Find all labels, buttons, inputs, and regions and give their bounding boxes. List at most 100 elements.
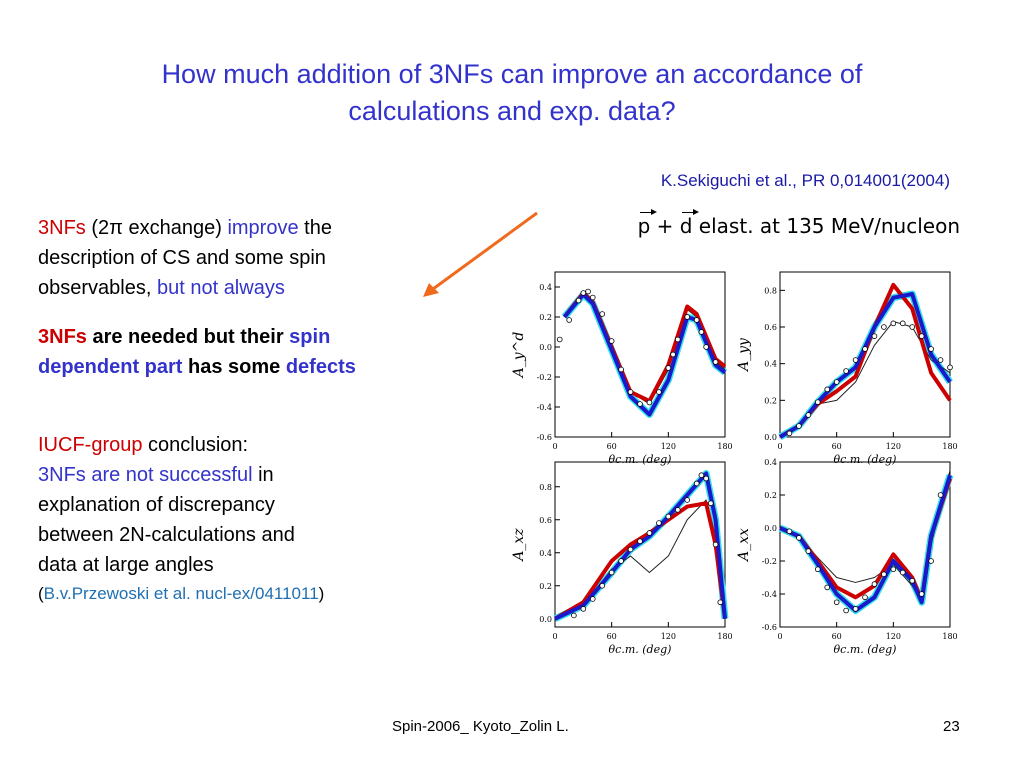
data-point	[947, 364, 953, 371]
data-point	[814, 566, 821, 573]
cyan-band	[553, 470, 729, 622]
y-tick-label: -0.4	[762, 590, 777, 599]
page-number: 23	[943, 718, 960, 735]
y-tick-label: 0.4	[539, 549, 552, 558]
x-tick-label: 60	[832, 632, 842, 641]
y-tick-label: 0.2	[764, 396, 777, 405]
data-point	[937, 357, 944, 363]
x-tick-label: 120	[661, 442, 676, 451]
data-point	[608, 569, 615, 576]
series-line-2n-calc	[564, 292, 726, 405]
x-tick-label: 60	[832, 442, 842, 451]
data-point	[608, 338, 615, 344]
x-tick-label: 0	[552, 442, 557, 451]
y-tick-label: 0.6	[539, 516, 552, 525]
y-tick-label: -0.6	[762, 623, 777, 632]
data-point	[684, 497, 691, 503]
data-point	[656, 389, 662, 395]
series-line-2n-3nf-coul	[554, 471, 727, 621]
x-tick-label: 180	[942, 442, 957, 451]
y-tick-label: -0.2	[762, 557, 777, 566]
x-tick-label: 60	[607, 442, 617, 451]
y-tick-label: 0.4	[764, 360, 777, 369]
data-point	[674, 507, 681, 513]
data-point	[637, 538, 643, 545]
x-tick-label: 0	[552, 632, 557, 641]
x-axis-label: θc.m. (deg)	[609, 453, 672, 466]
data-point	[665, 513, 672, 520]
data-point	[918, 591, 925, 597]
x-axis-label: θc.m. (deg)	[834, 453, 897, 466]
y-tick-label: -0.2	[537, 373, 552, 382]
data-point	[805, 548, 812, 554]
series-line-2n-3nf-coul	[778, 292, 952, 439]
data-point	[637, 401, 643, 407]
data-point	[708, 500, 714, 507]
data-point	[852, 357, 859, 363]
reaction-rest: elast. at 135 MeV/nucleon	[692, 214, 960, 238]
data-point	[580, 290, 587, 296]
data-point	[833, 599, 840, 606]
data-point	[674, 336, 681, 343]
y-tick-label: 0.2	[539, 582, 552, 591]
data-point	[599, 582, 606, 589]
reaction-plus: +	[650, 214, 680, 238]
reference-citation: K.Sekiguchi et al., PR 0,014001(2004)	[660, 171, 950, 190]
data-point	[796, 535, 802, 541]
x-tick-label: 0	[777, 632, 782, 641]
x-tick-label: 0	[777, 442, 782, 451]
przewoski-reference: B.v.Przewoski et al. nucl-ex/0411011	[43, 584, 319, 603]
series-line-2n-3nf	[562, 291, 727, 403]
data-point	[843, 368, 849, 374]
y-tick-label: 0.0	[539, 343, 552, 352]
x-tick-label: 180	[942, 632, 957, 641]
data-point	[871, 333, 878, 339]
data-point	[698, 329, 705, 335]
bullet-3nf-needed: 3NFs are needed but their spin dependent…	[38, 326, 356, 378]
x-tick-label: 60	[607, 632, 617, 641]
y-tick-label: -0.6	[537, 433, 552, 442]
data-point	[890, 566, 897, 573]
data-point	[909, 324, 916, 330]
data-point	[571, 612, 577, 619]
title-line-2: calculations and exp. data?	[348, 96, 676, 126]
x-tick-label: 180	[717, 632, 732, 641]
y-tick-label: 0.2	[539, 313, 552, 322]
y-tick-label: 0.2	[764, 491, 777, 500]
title-line-1: How much addition of 3NFs can improve an…	[161, 59, 863, 89]
data-point	[805, 412, 812, 418]
bullet-iucf-conclusion: IUCF-group conclusion: 3NFs are not succ…	[38, 434, 325, 603]
data-point	[693, 480, 700, 487]
data-point	[703, 475, 709, 482]
data-point	[786, 528, 793, 535]
data-point	[881, 324, 887, 330]
data-point	[693, 317, 700, 323]
data-point	[899, 320, 906, 327]
data-point	[824, 386, 831, 393]
data-point	[599, 311, 606, 317]
y-tick-label: 0.0	[764, 524, 777, 533]
data-point	[928, 558, 934, 564]
y-axis-label: A_y^d	[511, 332, 527, 380]
data-point	[585, 288, 591, 295]
data-point	[589, 294, 596, 301]
y-tick-label: 0.6	[764, 323, 777, 332]
data-point	[684, 314, 691, 320]
deuteron-vector: d	[679, 209, 700, 238]
data-point	[871, 581, 878, 587]
x-tick-label: 120	[661, 632, 676, 641]
data-point	[670, 351, 676, 358]
data-point	[656, 520, 662, 526]
data-point	[618, 366, 624, 373]
asymmetry-plots: 0 60 120 180 0.4 0.2 0.0 -0.2 -0.4 -0.6 θc.m. (deg…	[511, 271, 958, 656]
data-point	[646, 399, 653, 406]
data-point	[862, 594, 868, 601]
data-point	[814, 399, 821, 405]
series-line-2n-3nf	[553, 501, 727, 621]
orange-arrow	[423, 211, 538, 297]
data-point	[881, 571, 887, 578]
y-tick-label: 0.0	[764, 433, 777, 442]
plot-frame	[779, 271, 951, 438]
data-point	[833, 379, 840, 385]
x-axis-label: θc.m. (deg)	[609, 643, 672, 656]
